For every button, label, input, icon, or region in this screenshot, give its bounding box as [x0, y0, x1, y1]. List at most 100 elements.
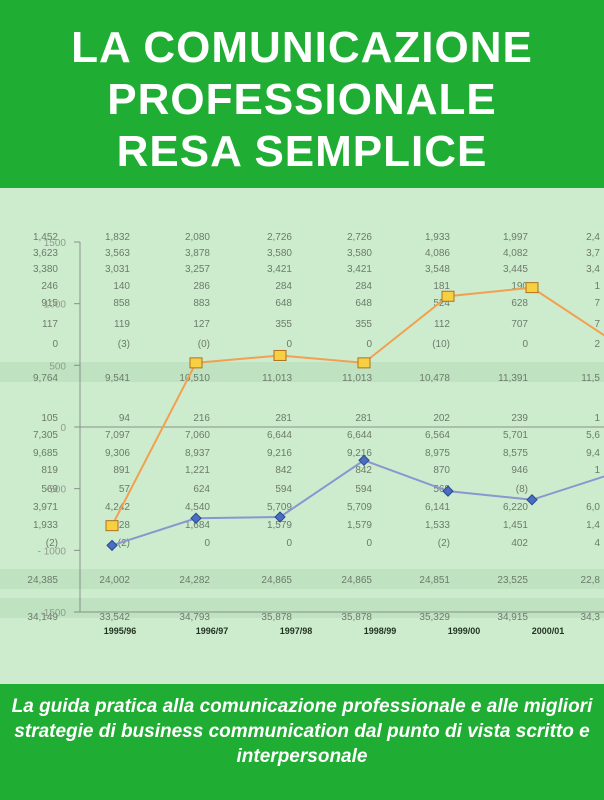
table-cell: 140 — [113, 281, 130, 292]
table-cell: 7,305 — [33, 430, 58, 441]
table-cell: 4,242 — [105, 502, 130, 513]
x-tick-label: 1999/00 — [448, 626, 481, 636]
table-cell: 9,216 — [347, 448, 372, 459]
table-cell: 7 — [594, 319, 600, 330]
table-cell: 6,0 — [586, 502, 600, 513]
table-cell: 8,575 — [503, 448, 528, 459]
table-cell: 2,4 — [586, 232, 600, 243]
table-cell: 355 — [275, 319, 292, 330]
table-cell: 23,525 — [497, 575, 528, 586]
table-cell: 1 — [594, 281, 600, 292]
table-cell: 858 — [113, 298, 130, 309]
series-point — [441, 290, 455, 302]
x-tick-label: 1996/97 — [196, 626, 229, 636]
table-cell: 5,709 — [267, 502, 292, 513]
table-cell: 281 — [275, 413, 292, 424]
table-cell: 9,685 — [33, 448, 58, 459]
table-cell: 3,257 — [185, 264, 210, 275]
x-tick-label: 2000/01 — [532, 626, 565, 636]
table-cell: 35,329 — [419, 612, 450, 623]
table-cell: 3,878 — [185, 248, 210, 259]
table-cell: 11,013 — [342, 373, 372, 384]
table-cell: 284 — [355, 281, 372, 292]
table-cell: 35,878 — [261, 612, 292, 623]
table-cell: 1,579 — [347, 520, 372, 531]
table-cell: 246 — [41, 281, 58, 292]
table-cell: 1,221 — [185, 465, 210, 476]
table-cell: (0) — [198, 339, 210, 350]
table-cell: 3,7 — [586, 248, 600, 259]
table-cell: 707 — [511, 319, 528, 330]
table-cell: 0 — [204, 538, 210, 549]
table-cell: 6,564 — [425, 430, 450, 441]
table-cell: 35,878 — [341, 612, 372, 623]
summary-band — [0, 569, 604, 589]
table-cell: 3,971 — [33, 502, 58, 513]
table-cell: 842 — [275, 465, 292, 476]
table-cell: 181 — [433, 281, 450, 292]
table-cell: 1,684 — [185, 520, 210, 531]
table-cell: 6,141 — [425, 502, 450, 513]
x-tick-label: 1998/99 — [364, 626, 397, 636]
table-cell: (2) — [46, 538, 58, 549]
table-cell: (2) — [118, 538, 130, 549]
table-cell: 1,579 — [267, 520, 292, 531]
x-tick-label: 1997/98 — [280, 626, 313, 636]
subtitle-text: La guida pratica alla comunicazione prof… — [11, 696, 593, 767]
y-tick-label: 1500 — [44, 238, 67, 249]
series-point — [106, 539, 118, 552]
series-point — [190, 512, 202, 524]
summary-band — [0, 598, 604, 618]
table-cell: 3,623 — [33, 248, 58, 259]
table-cell: 24,865 — [341, 575, 372, 586]
table-cell: 0 — [522, 339, 528, 350]
title-banner: LA COMUNICAZIONE PROFESSIONALE RESA SEMP… — [0, 0, 604, 188]
table-cell: 190 — [511, 281, 528, 292]
table-cell: 2,080 — [185, 232, 210, 243]
table-cell: 1,933 — [33, 520, 58, 531]
table-cell: 11,391 — [498, 373, 528, 384]
table-cell: 284 — [275, 281, 292, 292]
table-cell: (8) — [516, 484, 528, 495]
table-cell: 4,082 — [503, 248, 528, 259]
table-cell: 2,726 — [347, 232, 372, 243]
table-cell: 355 — [355, 319, 372, 330]
table-cell: 24,385 — [27, 575, 58, 586]
table-cell: 1,533 — [425, 520, 450, 531]
table-cell: 1,933 — [425, 232, 450, 243]
table-cell: 3,580 — [267, 248, 292, 259]
table-cell: 4,540 — [185, 502, 210, 513]
table-cell: 10,510 — [179, 373, 210, 384]
table-cell: 946 — [511, 465, 528, 476]
table-cell: 94 — [119, 413, 131, 424]
table-cell: 0 — [366, 339, 372, 350]
table-cell: 0 — [286, 538, 292, 549]
table-cell: 24,002 — [99, 575, 130, 586]
series-point — [442, 485, 454, 497]
table-cell: 5,701 — [503, 430, 528, 441]
table-cell: 202 — [433, 413, 450, 424]
table-cell: 1,451 — [503, 520, 528, 531]
table-cell: 648 — [275, 298, 292, 309]
table-cell: 119 — [114, 319, 130, 330]
table-cell: 117 — [42, 319, 58, 330]
series-point — [274, 511, 286, 523]
table-cell: 3,563 — [105, 248, 130, 259]
table-cell: 10,478 — [419, 373, 450, 384]
table-cell: 34,3 — [581, 612, 601, 623]
table-cell: 524 — [433, 298, 450, 309]
table-cell: 819 — [41, 465, 58, 476]
table-cell: 33,542 — [99, 612, 130, 623]
subtitle-banner: La guida pratica alla comunicazione prof… — [0, 684, 604, 800]
table-cell: 24,851 — [419, 575, 450, 586]
table-cell: 11,5 — [581, 373, 600, 384]
title-line-2: PROFESSIONALE — [107, 75, 497, 124]
table-cell: 883 — [193, 298, 210, 309]
table-cell: 8,937 — [185, 448, 210, 459]
table-cell: 0 — [366, 538, 372, 549]
cover-chart-image: 1,452 3,623 3,380 246 915 117 0 9,764 105 7,305 9,… — [0, 188, 604, 684]
line-chart: 1,4523,6233,38024691511709,7641057,3059,… — [0, 232, 604, 636]
y-tick-label: - 1000 — [38, 546, 67, 557]
y-tick-label: 500 — [49, 361, 66, 372]
table-cell: 569 — [41, 484, 58, 495]
